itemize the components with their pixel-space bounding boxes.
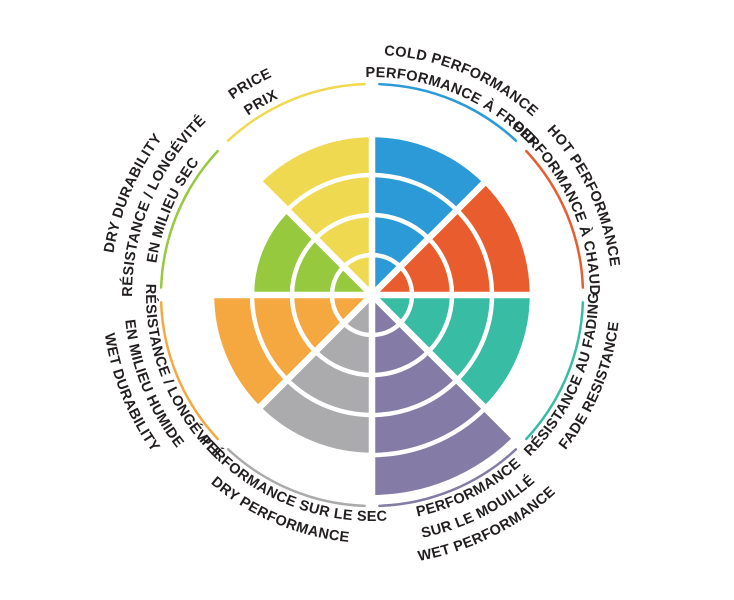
outer-arc-fade-resistance bbox=[525, 301, 585, 441]
outer-arc-wet-performance bbox=[378, 448, 518, 508]
label-price-line-0: PRICE bbox=[226, 66, 274, 103]
spoke-line-315 bbox=[224, 147, 375, 298]
sector-hot-performance bbox=[372, 181, 532, 295]
outer-arc-dry-performance bbox=[226, 448, 366, 508]
outer-arc-dry-durability bbox=[159, 149, 219, 289]
spoke-line-45 bbox=[369, 147, 520, 298]
sector-wet-performance bbox=[372, 295, 514, 495]
sector-wet-durability bbox=[212, 295, 372, 409]
sector-dry-performance bbox=[258, 295, 372, 455]
spoke-line-135 bbox=[369, 292, 520, 443]
sector-fade-resistance bbox=[372, 295, 532, 409]
label-fade-resistance-line-0: RÉSISTANCE AU FADING bbox=[521, 292, 602, 459]
sector-cold-performance bbox=[372, 135, 486, 295]
spoke-line-225 bbox=[224, 292, 375, 443]
sector-price bbox=[258, 135, 372, 295]
outer-arc-cold-performance bbox=[378, 82, 518, 142]
outer-arc-price bbox=[226, 82, 366, 142]
hub-circle bbox=[364, 287, 380, 303]
outer-arc-wet-durability bbox=[159, 301, 219, 441]
outer-arc-hot-performance bbox=[525, 149, 585, 289]
sector-dry-durability bbox=[252, 210, 372, 295]
